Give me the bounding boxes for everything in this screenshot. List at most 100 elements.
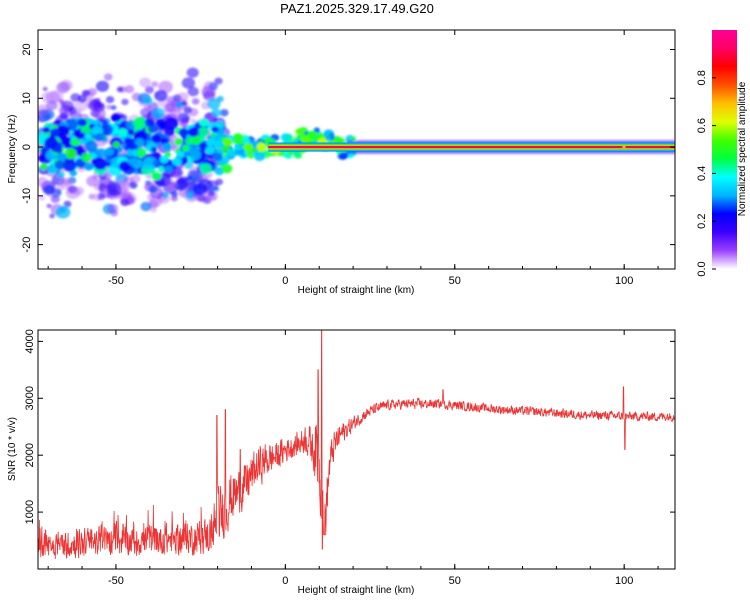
spectrogram-blob bbox=[42, 126, 50, 134]
spectrogram-blob bbox=[38, 104, 50, 116]
spectrogram-blob bbox=[203, 81, 217, 93]
spectrogram-blob bbox=[112, 141, 121, 149]
spectrogram-blob bbox=[77, 108, 83, 113]
x-tick-label: 100 bbox=[615, 275, 633, 287]
spectrogram-blob bbox=[143, 96, 153, 105]
spectrogram-blob bbox=[75, 132, 84, 140]
spectrogram-blob bbox=[227, 150, 236, 157]
spectrogram-blob bbox=[151, 81, 159, 88]
snr-panel: -50 0 50 100 1000 2000 3000 4000 Height of stra… bbox=[7, 329, 676, 596]
spectrogram-blob bbox=[40, 163, 48, 170]
spectrogram-cluster bbox=[222, 138, 233, 147]
spectrogram-blob bbox=[121, 98, 129, 106]
spectrogram-blob bbox=[148, 185, 158, 193]
spectrogram-blob bbox=[154, 90, 168, 102]
spectrogram-blob bbox=[62, 179, 71, 186]
spectrogram-blob bbox=[328, 132, 335, 138]
spectrogram-cluster bbox=[161, 143, 172, 152]
spectrogram-cluster bbox=[178, 128, 189, 137]
y-tick-label: 1000 bbox=[24, 500, 36, 524]
spectrogram-blob bbox=[313, 127, 321, 133]
spectrogram-blob bbox=[254, 152, 266, 162]
y-tick-label: 4000 bbox=[24, 329, 36, 353]
spectrogram-cluster bbox=[300, 135, 311, 144]
spectrogram-blob bbox=[56, 125, 70, 137]
spectrogram-blob bbox=[129, 181, 138, 189]
snr-frame bbox=[37, 329, 676, 570]
spectrogram-blob bbox=[181, 77, 196, 89]
spectrogram-cluster bbox=[110, 113, 121, 122]
spectrogram-ridge bbox=[268, 142, 675, 152]
spectrogram-blob bbox=[197, 126, 209, 137]
spectrogram-blob bbox=[199, 163, 212, 174]
spectrogram-cluster bbox=[256, 143, 267, 152]
spectrogram-cluster bbox=[70, 138, 81, 147]
colorbar-tick-label: 0.6 bbox=[696, 118, 708, 133]
spectrogram-blob bbox=[62, 159, 77, 172]
spectrogram-cluster bbox=[188, 147, 199, 156]
spectrogram-blob bbox=[74, 99, 89, 112]
spectrogram-blob bbox=[238, 149, 247, 156]
spectrogram-blob bbox=[198, 141, 209, 151]
spectrogram-blob bbox=[219, 109, 229, 117]
spectrogram-cluster bbox=[83, 162, 94, 171]
x-tick-label: 0 bbox=[282, 275, 288, 287]
spectrogram-axes: -50 0 50 100 -20 -10 0 10 20 bbox=[21, 30, 675, 287]
spectrogram-blob bbox=[215, 178, 224, 186]
spectrogram-blob bbox=[216, 95, 224, 103]
spectrogram-blob bbox=[73, 186, 85, 196]
spectrogram-cluster bbox=[104, 147, 115, 156]
y-tick-label: 0 bbox=[21, 144, 33, 150]
spectrogram-blob bbox=[150, 206, 157, 213]
spectrogram-cluster bbox=[127, 157, 138, 166]
snr-ylabel: SNR (10 * v/v) bbox=[7, 417, 18, 481]
spectrogram-blob bbox=[60, 100, 75, 112]
spectrogram-blob bbox=[174, 137, 183, 146]
spectrogram-blob bbox=[164, 117, 179, 131]
x-tick-label: -50 bbox=[108, 575, 124, 587]
spectrogram-blob bbox=[208, 190, 216, 197]
spectrogram-blob bbox=[182, 145, 190, 152]
spectrogram-cluster bbox=[205, 138, 216, 147]
spectrogram-blob bbox=[106, 104, 113, 110]
spectrogram-blob bbox=[98, 176, 113, 188]
spectrogram-cluster bbox=[151, 172, 162, 181]
spectrogram-cluster bbox=[171, 157, 182, 166]
spectrogram-blob bbox=[139, 77, 151, 88]
spectrogram-cluster bbox=[93, 133, 104, 142]
spectrogram-blob bbox=[222, 145, 231, 152]
spectrogram-blob bbox=[86, 175, 100, 187]
spectrogram-blob bbox=[179, 119, 189, 128]
spectrogram-blob bbox=[57, 107, 64, 113]
spectrogram-blob bbox=[160, 137, 169, 145]
spectrogram-blob bbox=[211, 126, 219, 133]
spectrogram-blob bbox=[38, 195, 46, 201]
spectrogram-blob bbox=[339, 152, 349, 160]
x-tick-label: 0 bbox=[282, 575, 288, 587]
spectrogram-cluster bbox=[77, 118, 88, 127]
y-tick-label: 3000 bbox=[24, 386, 36, 410]
spectrogram-blob bbox=[205, 145, 215, 155]
spectrogram-blob bbox=[280, 133, 292, 142]
spectrogram-ylabel: Frequency (Hz) bbox=[7, 115, 18, 184]
spectrogram-blob bbox=[110, 105, 117, 110]
spectrogram-blob bbox=[157, 166, 165, 173]
snr-axes: -50 0 50 100 1000 2000 3000 4000 bbox=[24, 329, 675, 587]
spectrogram-blob bbox=[63, 200, 72, 208]
spectrogram-blob bbox=[207, 98, 221, 110]
x-tick-label: 50 bbox=[449, 575, 461, 587]
colorbar: 0.0 0.2 0.4 0.6 0.8 Normalized spectral ampl… bbox=[696, 30, 748, 277]
spectrogram-blob bbox=[144, 85, 154, 94]
spectrogram-blob bbox=[38, 176, 49, 188]
spectrogram-blob bbox=[186, 67, 199, 78]
y-tick-label: 2000 bbox=[24, 443, 36, 467]
spectrogram-blob bbox=[136, 147, 147, 157]
spectrogram-blob bbox=[84, 133, 93, 141]
ridge-band bbox=[268, 146, 675, 148]
spectrogram-blob bbox=[44, 136, 58, 149]
spectrogram-blob bbox=[295, 128, 304, 135]
spectrogram-blob bbox=[97, 193, 105, 201]
y-tick-label: 20 bbox=[21, 43, 33, 55]
spectrogram-blob bbox=[59, 79, 73, 91]
spectrogram-cluster bbox=[212, 152, 223, 161]
